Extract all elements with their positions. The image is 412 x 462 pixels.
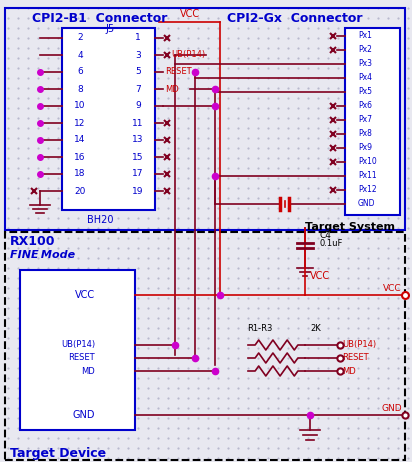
Text: RESET: RESET	[342, 353, 369, 363]
Text: Px3: Px3	[358, 60, 372, 68]
Text: Px1: Px1	[358, 31, 372, 41]
Text: RESET: RESET	[165, 67, 192, 77]
Text: 0.1uF: 0.1uF	[320, 239, 343, 248]
Text: 5: 5	[135, 67, 141, 77]
Text: Target Device: Target Device	[10, 447, 106, 460]
Text: 15: 15	[132, 152, 144, 162]
Text: FINE Mode: FINE Mode	[10, 250, 75, 260]
Text: RX100: RX100	[10, 235, 56, 248]
Text: BH20: BH20	[87, 215, 113, 225]
Text: 18: 18	[74, 170, 86, 178]
Text: C4: C4	[320, 231, 332, 240]
Text: 7: 7	[135, 85, 141, 93]
Text: VCC: VCC	[180, 9, 200, 19]
Text: UB(P14): UB(P14)	[342, 340, 376, 349]
Text: CPI2-Gx  Connector: CPI2-Gx Connector	[227, 12, 363, 25]
Text: Px6: Px6	[358, 102, 372, 110]
Text: 10: 10	[74, 102, 86, 110]
Text: 19: 19	[132, 187, 144, 195]
Text: 9: 9	[135, 102, 141, 110]
Text: GND: GND	[73, 410, 95, 420]
Text: 3: 3	[135, 50, 141, 60]
Text: MD: MD	[165, 85, 179, 93]
Text: 20: 20	[74, 187, 86, 195]
Text: 6: 6	[77, 67, 83, 77]
Text: 2K: 2K	[310, 324, 321, 333]
Text: J5: J5	[105, 24, 115, 34]
Text: Px8: Px8	[358, 129, 372, 139]
Text: R1-R3: R1-R3	[247, 324, 273, 333]
Bar	[345, 28, 400, 215]
Text: Px11: Px11	[358, 171, 377, 181]
Text: Px9: Px9	[358, 144, 372, 152]
Text: 14: 14	[74, 135, 86, 145]
Text: UB(P14): UB(P14)	[61, 340, 95, 349]
Bar	[5, 232, 405, 460]
Bar	[5, 8, 405, 230]
Text: 2: 2	[77, 34, 83, 43]
Text: CPI2-B1  Connector: CPI2-B1 Connector	[32, 12, 168, 25]
Text: 4: 4	[77, 50, 83, 60]
Text: GND: GND	[382, 404, 402, 413]
Text: Px10: Px10	[358, 158, 377, 166]
Text: VCC: VCC	[384, 284, 402, 293]
Text: Target System: Target System	[305, 222, 395, 232]
Text: RESET: RESET	[68, 353, 95, 363]
Text: 12: 12	[74, 118, 86, 128]
Text: Px2: Px2	[358, 45, 372, 55]
Text: Px4: Px4	[358, 73, 372, 83]
Text: 8: 8	[77, 85, 83, 93]
Text: 16: 16	[74, 152, 86, 162]
Text: 13: 13	[132, 135, 144, 145]
Text: 11: 11	[132, 118, 144, 128]
Text: Px5: Px5	[358, 87, 372, 97]
Text: 17: 17	[132, 170, 144, 178]
Text: UB(P14): UB(P14)	[171, 50, 205, 60]
Text: 1: 1	[135, 34, 141, 43]
Text: Px7: Px7	[358, 116, 372, 124]
Bar	[62, 28, 155, 210]
Text: MD: MD	[342, 366, 356, 376]
Text: MD: MD	[81, 366, 95, 376]
Bar	[20, 270, 135, 430]
Text: GND: GND	[358, 200, 375, 208]
Text: VCC: VCC	[75, 290, 95, 300]
Text: VCC: VCC	[310, 271, 330, 281]
Text: Px12: Px12	[358, 186, 377, 195]
